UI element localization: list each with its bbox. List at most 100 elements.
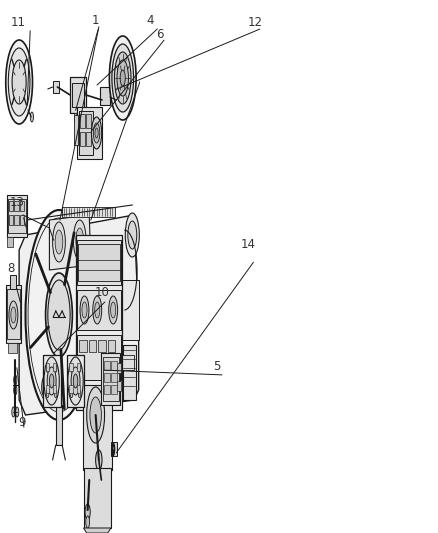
- Bar: [20, 201, 24, 211]
- Circle shape: [93, 296, 102, 324]
- Circle shape: [92, 117, 102, 149]
- Text: 5: 5: [213, 360, 220, 374]
- Circle shape: [53, 222, 65, 262]
- Bar: [123, 345, 136, 400]
- Bar: [111, 385, 117, 394]
- Circle shape: [47, 367, 56, 395]
- Circle shape: [54, 390, 57, 398]
- Circle shape: [55, 230, 63, 254]
- Circle shape: [112, 44, 134, 112]
- Bar: [70, 77, 86, 113]
- Bar: [8, 199, 25, 233]
- Circle shape: [125, 213, 139, 257]
- Circle shape: [49, 374, 54, 388]
- Circle shape: [114, 52, 131, 104]
- Bar: [7, 289, 20, 339]
- Circle shape: [90, 397, 101, 433]
- Bar: [53, 385, 56, 393]
- Bar: [111, 373, 117, 382]
- Bar: [80, 113, 83, 121]
- Bar: [77, 335, 121, 380]
- Bar: [111, 442, 117, 456]
- Circle shape: [73, 374, 78, 388]
- Bar: [14, 201, 19, 211]
- Bar: [80, 132, 85, 146]
- Bar: [117, 381, 121, 391]
- Bar: [98, 340, 106, 352]
- Circle shape: [86, 516, 90, 528]
- Circle shape: [120, 70, 125, 86]
- Bar: [112, 280, 139, 340]
- Circle shape: [110, 36, 136, 120]
- Text: 10: 10: [95, 287, 110, 300]
- Bar: [14, 215, 19, 225]
- Text: 11: 11: [11, 15, 26, 28]
- Bar: [10, 275, 16, 289]
- Bar: [76, 235, 122, 410]
- Bar: [9, 201, 14, 211]
- Circle shape: [95, 302, 100, 318]
- Bar: [8, 343, 17, 353]
- Circle shape: [70, 390, 73, 398]
- Circle shape: [46, 364, 49, 372]
- Circle shape: [6, 40, 32, 124]
- Ellipse shape: [42, 372, 51, 397]
- Bar: [9, 215, 14, 225]
- Text: 4: 4: [146, 13, 154, 27]
- Bar: [115, 91, 120, 103]
- Bar: [46, 363, 49, 371]
- Ellipse shape: [68, 357, 83, 405]
- Circle shape: [76, 228, 84, 252]
- Circle shape: [9, 301, 18, 329]
- Bar: [77, 113, 79, 121]
- Circle shape: [48, 280, 70, 350]
- Bar: [86, 114, 91, 128]
- Bar: [77, 385, 80, 393]
- Circle shape: [14, 375, 17, 385]
- Bar: [104, 373, 110, 382]
- Circle shape: [80, 296, 89, 324]
- Bar: [77, 363, 80, 371]
- Text: 8: 8: [7, 262, 15, 274]
- Bar: [101, 353, 120, 405]
- Bar: [80, 114, 85, 128]
- Circle shape: [93, 123, 100, 143]
- Bar: [43, 355, 60, 407]
- Circle shape: [46, 390, 49, 398]
- Text: 1: 1: [91, 13, 99, 27]
- Circle shape: [87, 387, 105, 443]
- Circle shape: [70, 364, 73, 372]
- Circle shape: [73, 220, 86, 260]
- Circle shape: [71, 367, 80, 395]
- Bar: [70, 363, 73, 371]
- Bar: [56, 405, 62, 445]
- Bar: [53, 363, 56, 371]
- Ellipse shape: [44, 357, 59, 405]
- Circle shape: [95, 450, 102, 470]
- Text: 14: 14: [241, 238, 256, 252]
- Text: 6: 6: [157, 28, 164, 42]
- Bar: [83, 385, 112, 470]
- Bar: [53, 81, 59, 93]
- Bar: [74, 113, 76, 121]
- Circle shape: [8, 48, 30, 116]
- Bar: [100, 87, 110, 105]
- Bar: [62, 207, 115, 217]
- Polygon shape: [49, 215, 91, 270]
- Bar: [104, 361, 110, 370]
- Circle shape: [95, 128, 98, 138]
- Bar: [79, 111, 93, 155]
- Bar: [67, 355, 85, 407]
- Bar: [117, 363, 121, 373]
- Circle shape: [16, 407, 19, 417]
- Circle shape: [12, 60, 26, 104]
- Bar: [72, 83, 84, 107]
- Bar: [78, 244, 120, 281]
- Bar: [108, 340, 115, 352]
- Circle shape: [11, 307, 16, 323]
- Text: 12: 12: [247, 15, 262, 28]
- Bar: [70, 385, 73, 393]
- Bar: [79, 340, 87, 352]
- Circle shape: [54, 364, 57, 372]
- Circle shape: [46, 273, 72, 357]
